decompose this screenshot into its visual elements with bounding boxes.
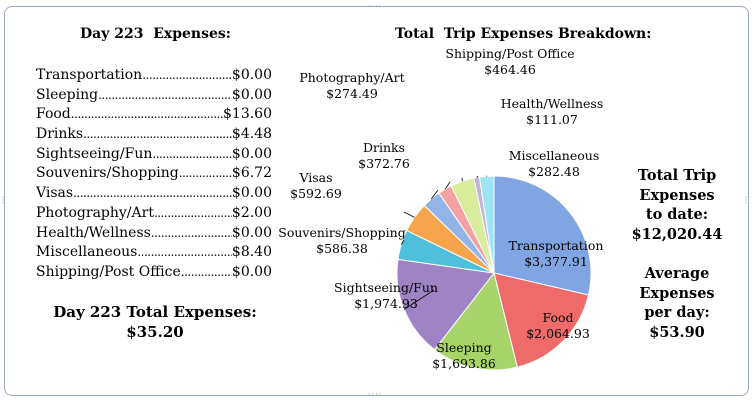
expense-value: $13.60	[223, 106, 272, 123]
slice-value-label: $586.38	[316, 241, 368, 256]
total-trip-value: $12,020.44	[631, 225, 723, 243]
resize-handle-bottom[interactable]: ····	[368, 390, 383, 399]
slice-name-label: Visas	[298, 170, 332, 185]
leader-line	[430, 189, 439, 200]
expense-name: Food	[36, 106, 71, 123]
expense-row: Visas $0.00	[36, 184, 272, 204]
slice-name-label: Drinks	[363, 140, 405, 155]
expense-name: Photography/Art	[36, 204, 154, 221]
average-label-3: per day:	[644, 304, 710, 321]
day-total-label: Day 223 Total Expenses:	[53, 303, 257, 321]
slice-value-label: $1,693.86	[432, 356, 496, 371]
slice-value-label: $372.76	[358, 156, 410, 171]
expense-name: Drinks	[36, 126, 84, 143]
day-total-value: $35.20	[126, 323, 184, 341]
slice-value-label: $111.07	[526, 112, 578, 127]
expense-row: Photography/Art $2.00	[36, 204, 272, 224]
expense-row: Sleeping $0.00	[36, 86, 272, 106]
slice-value-label: $3,377.91	[524, 254, 588, 269]
expense-value: $8.40	[231, 244, 272, 261]
expense-value: $0.00	[231, 86, 272, 103]
pie-slice-miscellaneous	[478, 175, 495, 274]
total-trip-label-2: Expenses	[639, 186, 715, 204]
expense-value: $2.00	[231, 204, 272, 221]
leader-line	[400, 239, 405, 245]
leader-line	[403, 289, 435, 310]
average-label-2: Expenses	[639, 284, 715, 302]
slice-name-label: Food	[542, 310, 573, 325]
leader-line	[444, 181, 451, 190]
total-trip-label-1: Total Trip	[637, 167, 717, 184]
slice-name-label: Photography/Art	[299, 70, 404, 85]
expense-name: Health/Wellness	[36, 224, 151, 241]
expense-value: $0.00	[231, 263, 272, 280]
slice-name-label: Sleeping	[436, 340, 491, 355]
slice-value-label: $592.69	[290, 186, 342, 201]
slice-value-label: $464.46	[484, 62, 536, 77]
expense-name: Miscellaneous	[36, 244, 138, 261]
day-total: Day 223 Total Expenses: $35.20	[40, 302, 270, 342]
slice-name-label: Souvenirs/Shopping	[278, 225, 405, 240]
expense-row: Food $13.60	[36, 105, 272, 125]
average-label-1: Average	[644, 265, 710, 282]
expense-row: Transportation $0.00	[36, 66, 272, 86]
expense-row: Shipping/Post Office $0.00	[36, 263, 272, 283]
expense-value: $6.72	[231, 165, 272, 182]
leader-line	[476, 175, 479, 178]
pie-slice-sleeping	[433, 271, 518, 371]
slice-name-label: Miscellaneous	[509, 148, 600, 163]
expense-value: $0.00	[231, 67, 272, 83]
expense-row: Souvenirs/Shopping $6.72	[36, 164, 272, 184]
expense-name: Souvenirs/Shopping	[36, 165, 179, 182]
expense-value: $0.00	[231, 185, 272, 202]
day-expenses-title: Day 223 Expenses:	[80, 26, 231, 42]
slice-name-label: Shipping/Post Office	[445, 46, 574, 61]
expense-name: Sleeping	[36, 86, 99, 103]
slice-value-label: $274.49	[326, 86, 378, 101]
expense-name: Sightseeing/Fun	[36, 145, 153, 162]
slice-name-label: Sightseeing/Fun	[334, 280, 438, 295]
pie-slice-food	[493, 272, 590, 368]
resize-handle-right[interactable]: · · ·	[745, 193, 749, 208]
expense-row: Health/Wellness $0.00	[36, 224, 272, 244]
expense-row: Miscellaneous $8.40	[36, 243, 272, 263]
day-expenses-list: Transportation $0.00 Sleeping $0.00 Food $13.…	[36, 66, 272, 283]
slice-name-label: Health/Wellness	[501, 96, 604, 111]
expense-row: Drinks $4.48	[36, 125, 272, 145]
slice-value-label: $282.48	[528, 164, 580, 179]
expense-value: $0.00	[231, 145, 272, 162]
resize-handle-left[interactable]: · · ·	[2, 193, 6, 208]
expense-value: $0.00	[231, 224, 272, 241]
expense-value: $4.48	[231, 126, 272, 143]
leader-line	[403, 211, 415, 218]
pie-slice-transportation	[493, 175, 592, 296]
resize-handle-top[interactable]: ····	[368, 2, 383, 11]
total-trip-expenses: Total Trip Expenses to date: $12,020.44	[622, 166, 732, 244]
slice-value-label: $2,064.93	[526, 326, 590, 341]
average-expenses: Average Expenses per day: $53.90	[622, 264, 732, 342]
average-value: $53.90	[649, 323, 705, 341]
total-trip-label-3: to date:	[645, 206, 709, 223]
slice-name-label: Transportation	[509, 238, 604, 253]
expense-name: Transportation	[36, 67, 143, 83]
chart-title: Total Trip Expenses Breakdown:	[395, 26, 652, 42]
expense-name: Shipping/Post Office	[36, 263, 181, 280]
expense-row: Sightseeing/Fun $0.00	[36, 145, 272, 165]
expense-name: Visas	[36, 185, 74, 202]
slice-value-label: $1,974.93	[354, 296, 418, 311]
